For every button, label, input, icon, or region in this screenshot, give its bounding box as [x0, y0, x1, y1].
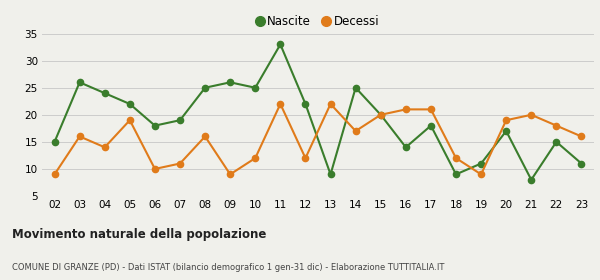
- Text: Movimento naturale della popolazione: Movimento naturale della popolazione: [12, 228, 266, 241]
- Text: COMUNE DI GRANZE (PD) - Dati ISTAT (bilancio demografico 1 gen-31 dic) - Elabora: COMUNE DI GRANZE (PD) - Dati ISTAT (bila…: [12, 263, 445, 272]
- Legend: Nascite, Decessi: Nascite, Decessi: [252, 10, 384, 33]
